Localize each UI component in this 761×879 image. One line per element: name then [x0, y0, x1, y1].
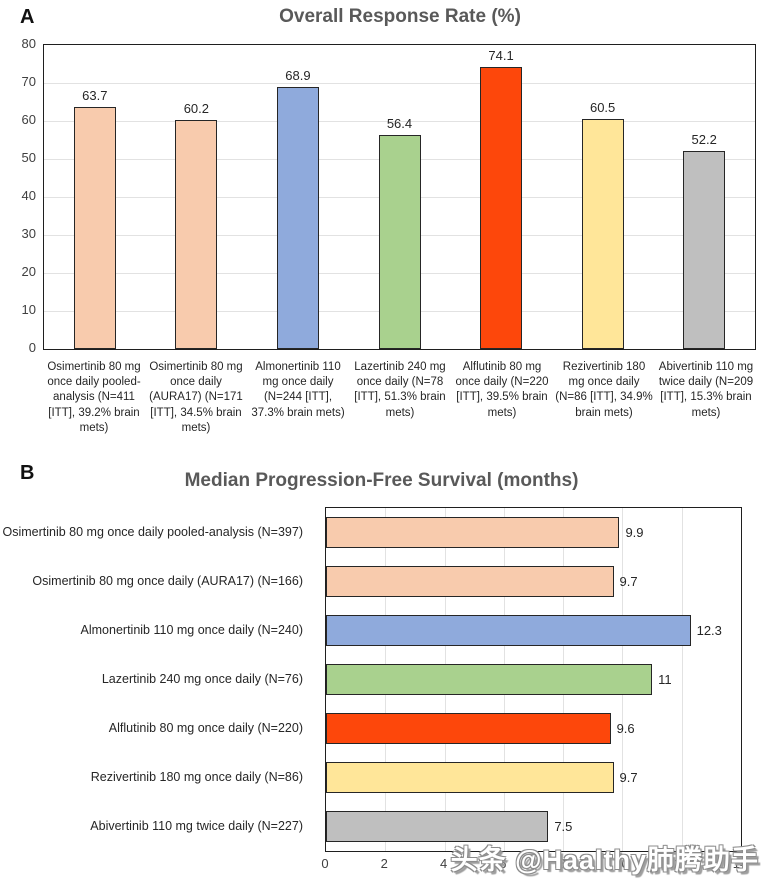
y-axis-tick-label: 30 [21, 226, 36, 241]
category-label: Almonertinib 110 mg once daily (N=244 [I… [251, 361, 345, 419]
bar [175, 120, 218, 349]
category-label: Lazertinib 240 mg once daily (N=78 [ITT]… [354, 361, 446, 419]
bar-value-label: 68.9 [285, 68, 311, 84]
bar-value-label: 9.9 [625, 525, 644, 540]
bar [480, 67, 523, 349]
category-label: Alflutinib 80 mg once daily (N=220 [ITT]… [455, 361, 549, 419]
panel-b-plot-area: 9.9 9.7 12.3 11 9.6 9.7 7.5 [325, 507, 742, 852]
bar [326, 566, 614, 597]
x-axis-tick-label: 12 [673, 856, 688, 871]
bar-value-label: 52.2 [691, 131, 717, 147]
x-axis-tick-label: 0 [321, 856, 329, 871]
bar-value-label: 56.4 [386, 115, 413, 131]
bar-value-label: 74.1 [488, 48, 514, 64]
x-axis-tick-label: 10 [614, 856, 629, 871]
gridline [681, 508, 683, 851]
panel-a-y-axis: 0 10 20 30 40 50 60 70 80 [0, 36, 36, 355]
watermark: 头条 @Haalthy肺腾助手 [450, 845, 759, 875]
bar-value-label: 60.5 [589, 100, 616, 116]
panel-a-x-axis-labels: Osimertinib 80 mg once daily pooled-anal… [43, 360, 757, 436]
x-axis-tick-label: 14 [732, 856, 748, 871]
panel-b-letter: B [20, 462, 35, 484]
bar [683, 150, 726, 349]
category-label: Abivertinib 110 mg twice daily (N=209 [I… [658, 361, 754, 419]
y-axis-tick-label: 70 [21, 74, 36, 89]
bar [581, 119, 624, 349]
category-label: Osimertinib 80 mg once daily pooled-anal… [47, 361, 141, 434]
bar [326, 615, 691, 646]
bar-value-label: 7.5 [554, 819, 573, 834]
y-axis-tick-label: 80 [21, 36, 36, 51]
y-axis-tick-label: 50 [21, 150, 36, 165]
bar-value-label: 11 [658, 672, 672, 687]
bar-value-label: 63.7 [82, 87, 108, 103]
y-axis-tick-label: 20 [21, 264, 36, 279]
x-axis-tick-label: 4 [439, 856, 448, 871]
bar-value-label: 9.7 [619, 574, 638, 589]
bar [276, 87, 319, 349]
x-axis-tick-label: 8 [558, 856, 566, 871]
bar [326, 811, 549, 842]
bar [326, 762, 614, 793]
panel-b-x-axis: 0 2 4 6 8 10 12 14 [321, 856, 747, 874]
bar [326, 517, 620, 548]
category-label: Abivertinib 110 mg twice daily (N=227) [90, 818, 303, 833]
panel-a-title: Overall Response Rate (%) [279, 6, 521, 27]
category-label: Almonertinib 110 mg once daily (N=240) [80, 622, 303, 637]
category-label: Osimertinib 80 mg once daily (AURA17) (N… [149, 361, 243, 434]
panel-b-y-axis-labels: Osimertinib 80 mg once daily pooled-anal… [0, 507, 313, 850]
bar [326, 664, 653, 695]
category-label: Rezivertinib 180 mg once daily (N=86 [IT… [555, 361, 653, 419]
panel-a-plot-area: 63.7 60.2 68.9 56.4 74.1 60.5 52.2 [43, 44, 756, 350]
bar-value-label: 9.6 [616, 721, 635, 736]
category-label: Lazertinib 240 mg once daily (N=76) [101, 671, 303, 686]
y-axis-tick-label: 60 [21, 112, 36, 127]
y-axis-tick-label: 10 [21, 302, 36, 317]
y-axis-tick-label: 40 [21, 188, 36, 203]
panel-a-letter: A [20, 6, 35, 28]
bar-value-label: 12.3 [696, 623, 722, 638]
y-axis-tick-label: 0 [28, 340, 36, 355]
category-label: Alflutinib 80 mg once daily (N=220) [108, 720, 303, 735]
gridline [44, 121, 755, 122]
bar [326, 713, 611, 744]
bar [73, 106, 116, 349]
category-label: Osimertinib 80 mg once daily pooled-anal… [2, 524, 304, 539]
x-axis-tick-label: 2 [380, 856, 388, 871]
bar [378, 134, 421, 349]
category-label: Rezivertinib 180 mg once daily (N=86) [90, 769, 303, 784]
x-axis-tick-label: 6 [499, 856, 507, 871]
panel-b-title: Median Progression-Free Survival (months… [184, 470, 579, 491]
bar-value-label: 60.2 [183, 101, 209, 117]
bar-value-label: 9.7 [619, 770, 638, 785]
category-label: Osimertinib 80 mg once daily (AURA17) (N… [32, 573, 303, 588]
gridline [44, 83, 755, 84]
